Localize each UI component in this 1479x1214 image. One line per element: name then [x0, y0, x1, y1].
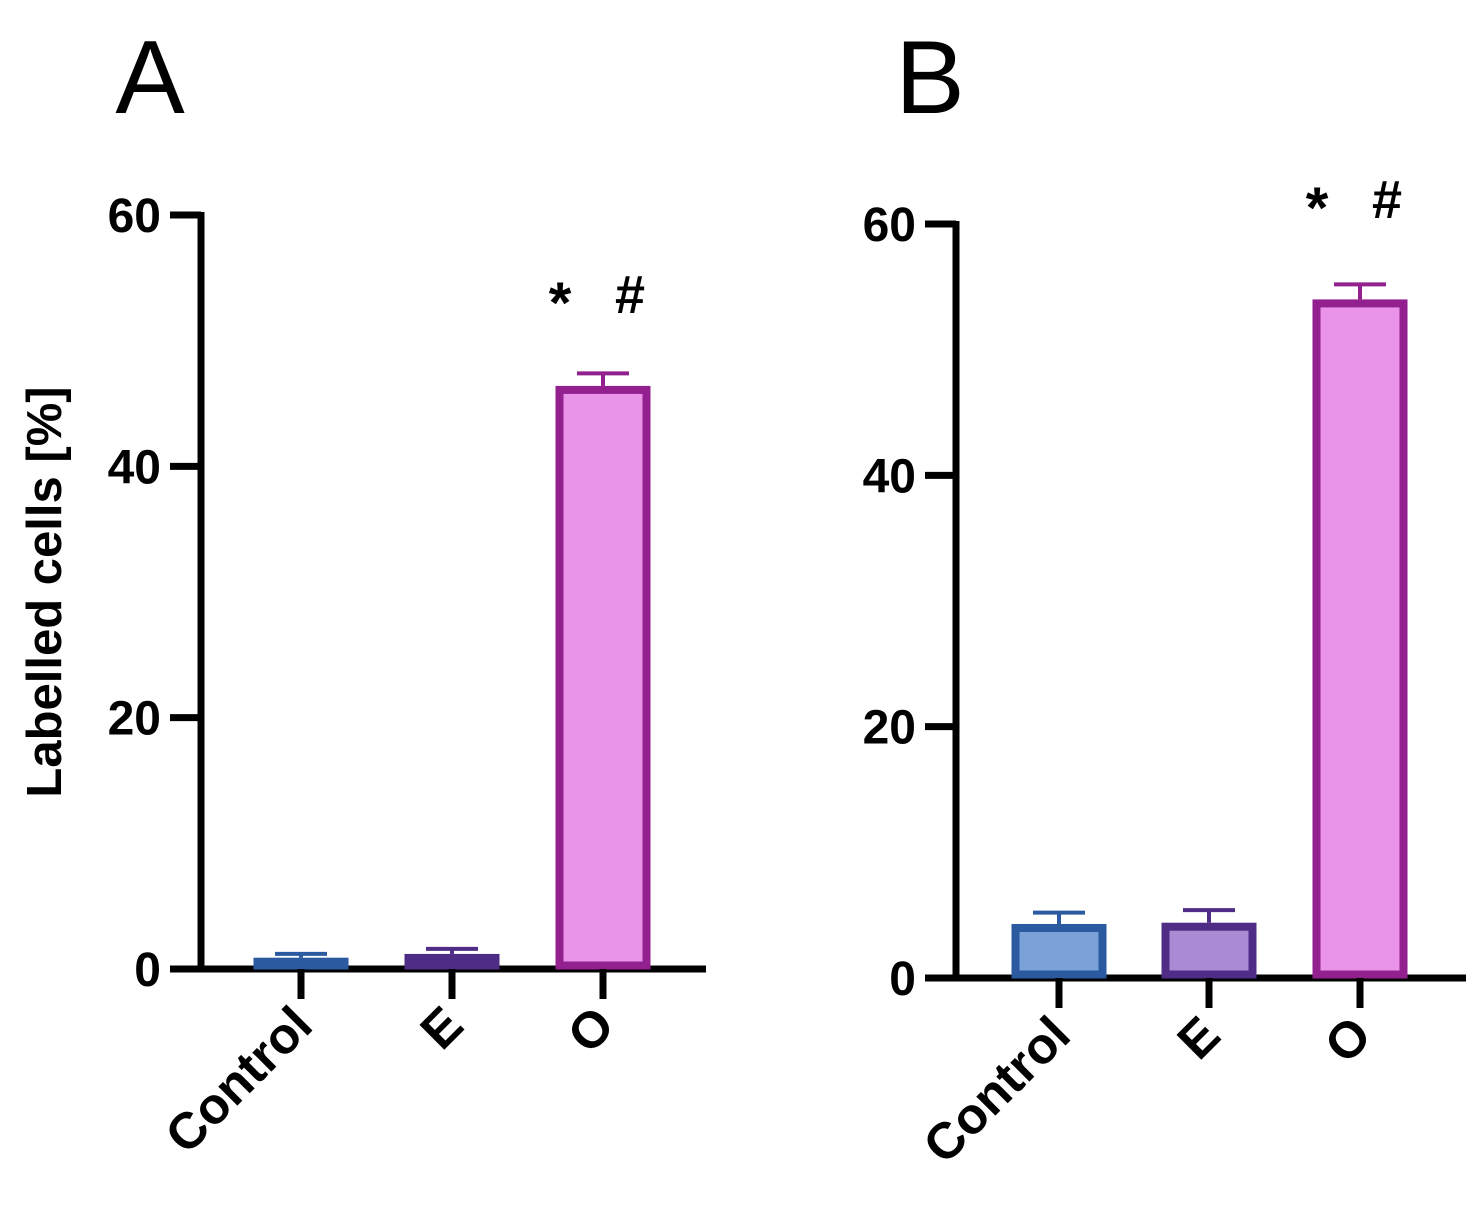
y-tick-label: 20 [863, 702, 916, 755]
y-tick-label: 60 [863, 199, 916, 252]
x-tick-label: E [409, 995, 473, 1059]
bar-control [1011, 923, 1107, 979]
significance-asterisk: * [549, 271, 572, 336]
y-tick-label: 0 [889, 953, 916, 1006]
chart-panel-b: B 0 20 40 60 Control E O * # [863, 20, 1466, 1174]
y-axis-label: Labelled cells [%] [18, 386, 72, 797]
bar-o [1312, 299, 1408, 979]
y-tick-label: 0 [134, 944, 161, 997]
y-tick-label: 20 [108, 693, 161, 746]
bar-control [253, 957, 349, 970]
x-tick-label: O [1313, 1005, 1381, 1073]
y-tick-label: 40 [863, 450, 916, 503]
significance-asterisk: * [1306, 176, 1329, 241]
bar-e [1161, 922, 1257, 979]
significance-hash: # [615, 265, 645, 325]
chart-panel-a: A Labelled cells [%] 0 20 40 60 Control E O * # [18, 20, 706, 1164]
x-tick-label: E [1166, 1005, 1230, 1069]
bar-e [404, 953, 500, 970]
panel-label-a: A [115, 20, 185, 136]
x-tick-label: O [556, 995, 624, 1063]
x-tick-label: Control [154, 995, 323, 1164]
y-tick-label: 60 [108, 190, 161, 243]
panel-label-b: B [895, 20, 964, 136]
x-tick-label: Control [912, 1005, 1081, 1174]
significance-hash: # [1372, 170, 1402, 230]
y-tick-label: 40 [108, 441, 161, 494]
bar-o [555, 385, 651, 970]
